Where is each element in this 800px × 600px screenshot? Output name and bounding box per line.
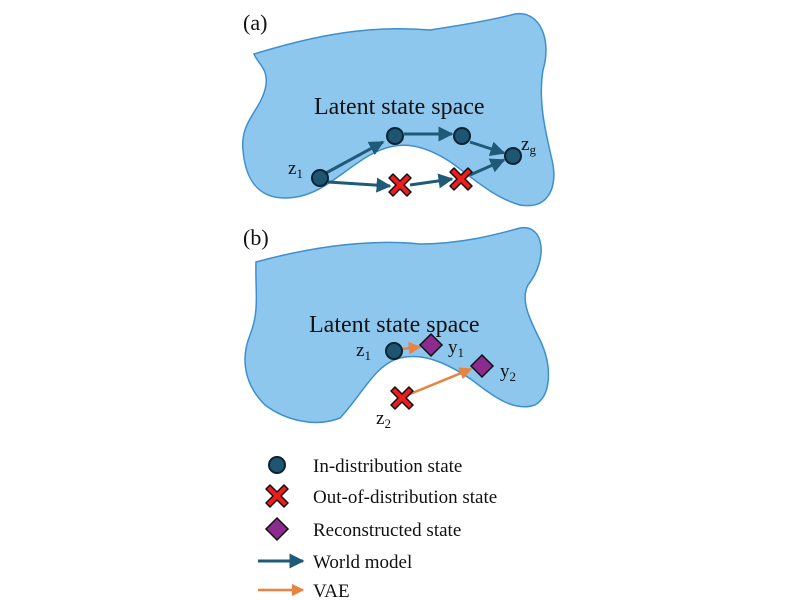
latent-space-region-b [244, 227, 550, 424]
legend-label-out-of-distribution: Out-of-distribution state [313, 487, 497, 508]
legend-item-vae: VAE [258, 581, 350, 600]
in-distribution-state [453, 127, 471, 145]
world-model-arrow [327, 177, 392, 193]
state-label-zg: zg [521, 134, 536, 157]
legend-item-world-model: World model [258, 552, 412, 573]
reconstructed-state-y2 [469, 353, 495, 379]
state-label-z1-a: z1 [288, 158, 303, 181]
region-title-a: Latent state space [314, 94, 485, 120]
in-distribution-icon [268, 456, 286, 474]
in-distribution-state-z1 [385, 342, 403, 360]
out-of-distribution-icon [265, 484, 289, 508]
legend-label-reconstructed: Reconstructed state [313, 520, 461, 541]
world-model-arrow [409, 173, 454, 189]
vae-arrow [400, 341, 422, 355]
reconstructed-state-icon [264, 516, 290, 542]
state-label-y2: y2 [500, 361, 516, 384]
out-of-distribution-state [388, 173, 412, 197]
state-label-y1: y1 [448, 337, 464, 360]
reconstructed-state-y1 [418, 332, 444, 358]
vae-arrow [409, 367, 473, 396]
world-model-arrow [325, 140, 385, 175]
legend-item-in-distribution: In-distribution state [268, 456, 462, 477]
state-label-z2: z2 [376, 408, 391, 431]
legend-label-world-model: World model [313, 552, 412, 573]
panel-b-label: (b) [243, 225, 269, 250]
latent-space-region-a [242, 13, 555, 207]
legend: In-distribution state Out-of-distributio… [258, 456, 497, 600]
panel-a: (a) Latent state space z1 zg [242, 10, 555, 207]
world-model-arrow [469, 158, 506, 177]
legend-item-out-of-distribution: Out-of-distribution state [265, 484, 497, 508]
out-of-distribution-state-z2 [390, 386, 414, 410]
world-model-arrow [469, 140, 506, 156]
in-distribution-state-zg [504, 147, 522, 165]
state-label-z1-b: z1 [356, 340, 371, 363]
out-of-distribution-state [449, 167, 473, 191]
legend-item-reconstructed: Reconstructed state [264, 516, 461, 542]
in-distribution-state [386, 127, 404, 145]
panel-a-label: (a) [243, 10, 267, 35]
legend-label-vae: VAE [313, 581, 350, 600]
legend-label-in-distribution: In-distribution state [313, 456, 462, 477]
panel-b: (b) Latent state space z1 z2 y1 y2 [243, 225, 550, 431]
in-distribution-state-z1 [311, 169, 329, 187]
region-title-b: Latent state space [309, 312, 480, 338]
